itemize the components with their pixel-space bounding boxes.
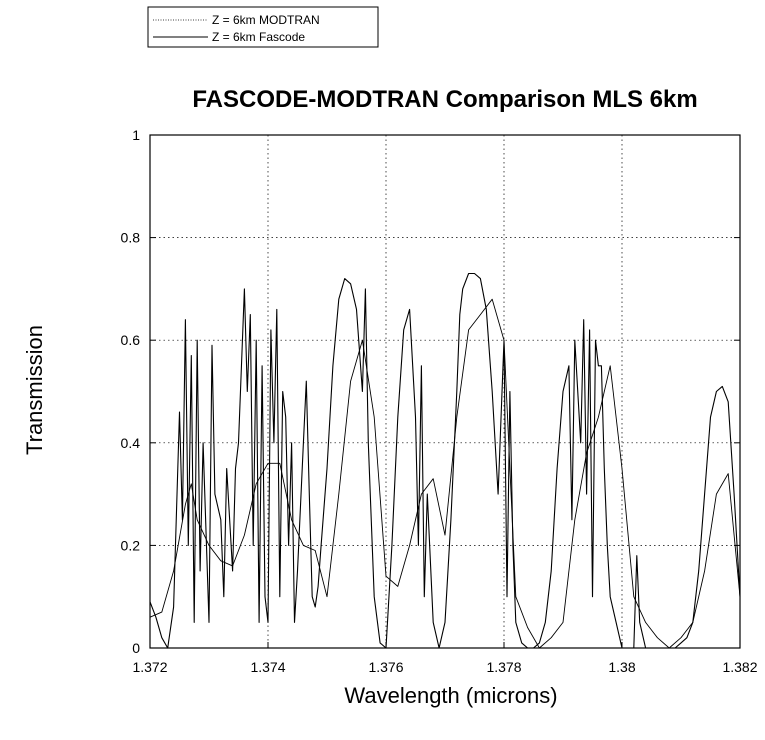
y-tick-label: 0.4 <box>121 435 141 451</box>
x-tick-label: 1.374 <box>250 659 285 675</box>
legend-entry-modtran: Z = 6km MODTRAN <box>212 13 320 27</box>
series-line-fascode <box>149 272 741 649</box>
legend-entry-fascode: Z = 6km Fascode <box>212 30 305 44</box>
y-tick-label: 0.2 <box>121 537 141 553</box>
series-layer <box>149 272 741 649</box>
y-tick-label: 0.8 <box>121 230 141 246</box>
y-tick-label: 1 <box>132 127 140 143</box>
x-tick-label: 1.376 <box>368 659 403 675</box>
x-tick-label: 1.372 <box>132 659 167 675</box>
plot-frame <box>149 134 741 649</box>
x-tick-label: 1.378 <box>486 659 521 675</box>
y-tick-label: 0.6 <box>121 332 141 348</box>
series-line-modtran <box>149 298 741 649</box>
x-axis-label: Wavelength (microns) <box>344 683 557 708</box>
x-tick-label: 1.38 <box>608 659 635 675</box>
y-axis-label: Transmission <box>22 325 47 455</box>
y-tick-label: 0 <box>132 640 140 656</box>
chart-title: FASCODE-MODTRAN Comparison MLS 6km <box>192 86 697 113</box>
x-tick-label: 1.382 <box>722 659 757 675</box>
legend: Z = 6km MODTRAN Z = 6km Fascode <box>147 6 379 48</box>
grid <box>150 135 740 648</box>
ticks: 1.372 1.374 1.376 1.378 1.38 1.382 0 0.2 0.4 0.6 0… <box>121 127 758 675</box>
legend-box <box>147 6 379 48</box>
